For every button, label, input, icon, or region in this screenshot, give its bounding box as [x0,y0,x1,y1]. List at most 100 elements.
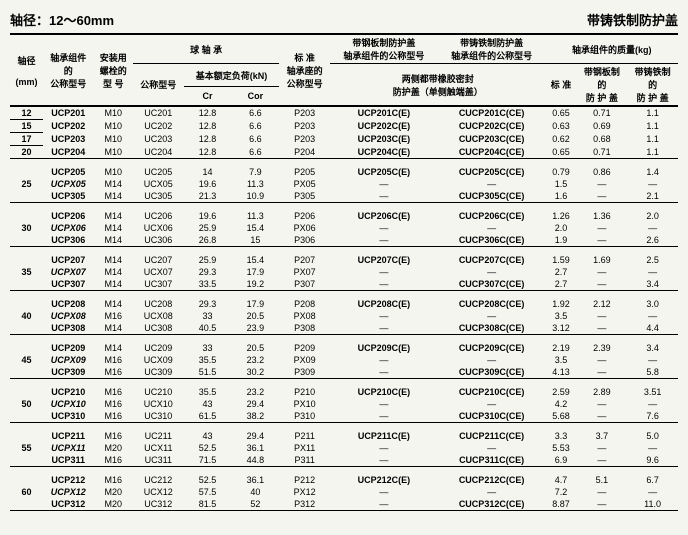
cell-m1: 4.2 [545,398,576,410]
cell-steel: UCP211C(E) [330,423,438,443]
cell-m3: 3.4 [627,335,678,355]
cell-bolt: M10 [94,159,133,179]
cell-unit: UCP202 [43,120,94,133]
cell-steel: — [330,498,438,511]
cell-bolt: M10 [94,106,133,120]
hdr-rubber-seal: 两侧都带橡胶密封 防护盖（单侧触端盖） [330,64,545,107]
cell-cor: 7.9 [231,159,279,179]
cell-cor: 52 [231,498,279,511]
cell-cr: 40.5 [184,322,232,335]
cell-cor: 17.9 [231,266,279,278]
cell-bearing: UC212 [133,467,184,487]
cell-housing: P211 [279,423,330,443]
cell-m2: — [577,266,628,278]
cell-bearing: UC307 [133,278,184,291]
cell-cor: 36.1 [231,442,279,454]
hdr-bearing-desig: 公称型号 [133,64,184,107]
cell-bearing: UC210 [133,379,184,399]
cell-steel: UCP209C(E) [330,335,438,355]
cell-housing: P204 [279,146,330,159]
cell-m3: 3.51 [627,379,678,399]
cell-housing: PX08 [279,310,330,322]
cell-cr: 43 [184,398,232,410]
cell-unit: UCP310 [43,410,94,423]
table-header: 轴径(mm) 轴承组件 的 公称型号 安装用 螺栓的 型 号 球 轴 承 标 准… [10,34,678,106]
cell-housing: P312 [279,498,330,511]
cell-cast: CUCP309C(CE) [438,366,546,379]
table-row: UCP308M14UC30840.523.9P308—CUCP308C(CE)3… [10,322,678,335]
cell-cr: 35.5 [184,354,232,366]
cell-cor: 38.2 [231,410,279,423]
cell-cor: 40 [231,486,279,498]
cell-cast: — [438,398,546,410]
cell-m2: 0.68 [577,133,628,146]
cell-m2: — [577,398,628,410]
cell-m3: 4.4 [627,322,678,335]
cell-cr: 25.9 [184,247,232,267]
cell-housing: P306 [279,234,330,247]
cell-m3: 1.1 [627,146,678,159]
cell-bearing: UC203 [133,133,184,146]
cell-cor: 6.6 [231,120,279,133]
table-row: UCP305M14UC30521.310.9P305—CUCP305C(CE)1… [10,190,678,203]
cell-bearing: UC207 [133,247,184,267]
cell-m1: 3.5 [545,310,576,322]
cell-m2: — [577,234,628,247]
table-row: 30UCP206M14UC20619.611.3P206UCP206C(E)CU… [10,203,678,223]
cell-bolt: M10 [94,146,133,159]
cell-unit: UCPX05 [43,178,94,190]
hdr-mass-cast: 带铸铁制 的 防 护 盖 [627,64,678,107]
cell-cr: 29.3 [184,291,232,311]
cell-cor: 36.1 [231,467,279,487]
cell-m1: 1.26 [545,203,576,223]
cell-bearing: UCX12 [133,486,184,498]
cell-m2: — [577,222,628,234]
table-row: 17UCP203M10UC20312.86.6P203UCP203C(E)CUC… [10,133,678,146]
cell-cast: — [438,266,546,278]
table-row: UCPX10M16UCX104329.4PX10——4.2—— [10,398,678,410]
cell-unit: UCP210 [43,379,94,399]
hdr-mount-bolt: 安装用 螺栓的 型 号 [94,34,133,106]
cell-cr: 19.6 [184,203,232,223]
cell-cast: CUCP208C(CE) [438,291,546,311]
cell-m1: 1.6 [545,190,576,203]
cell-m2: — [577,498,628,511]
bearing-table: 轴径(mm) 轴承组件 的 公称型号 安装用 螺栓的 型 号 球 轴 承 标 准… [10,33,678,511]
table-row: UCP312M20UC31281.552P312—CUCP312C(CE)8.8… [10,498,678,511]
cell-m1: 8.87 [545,498,576,511]
table-row: UCP307M14UC30733.519.2P307—CUCP307C(CE)2… [10,278,678,291]
hdr-cast-cover: 带铸铁制防护盖 轴承组件的公称型号 [438,34,546,64]
table-row: UCPX06M14UCX0625.915.4PX06——2.0—— [10,222,678,234]
cell-m2: 2.89 [577,379,628,399]
cell-unit: UCP205 [43,159,94,179]
cell-bolt: M10 [94,133,133,146]
hdr-cor: Cor [231,87,279,106]
cell-steel: — [330,398,438,410]
hdr-unit-desig: 轴承组件 的 公称型号 [43,34,94,106]
cell-m2: 1.36 [577,203,628,223]
cell-cor: 6.6 [231,146,279,159]
table-row: UCPX08M16UCX083320.5PX08——3.5—— [10,310,678,322]
cell-m2: — [577,178,628,190]
cell-m1: 2.0 [545,222,576,234]
cell-bolt: M16 [94,423,133,443]
cell-m3: 1.1 [627,120,678,133]
cell-m2: — [577,454,628,467]
cell-steel: — [330,266,438,278]
cell-housing: P311 [279,454,330,467]
cell-m1: 0.63 [545,120,576,133]
table-row: UCPX12M20UCX1257.540PX12——7.2—— [10,486,678,498]
cell-bearing: UC202 [133,120,184,133]
cell-m3: 5.8 [627,366,678,379]
cell-cast: CUCP306C(CE) [438,234,546,247]
hdr-std-housing: 标 准 轴承座的 公称型号 [279,34,330,106]
cell-m1: 0.62 [545,133,576,146]
cell-m1: 3.5 [545,354,576,366]
cell-housing: P208 [279,291,330,311]
cell-steel: UCP210C(E) [330,379,438,399]
cell-cor: 11.3 [231,178,279,190]
cell-cor: 15.4 [231,247,279,267]
table-row: UCP311M16UC31171.544.8P311—CUCP311C(CE)6… [10,454,678,467]
cell-m3: 6.7 [627,467,678,487]
cell-housing: P205 [279,159,330,179]
